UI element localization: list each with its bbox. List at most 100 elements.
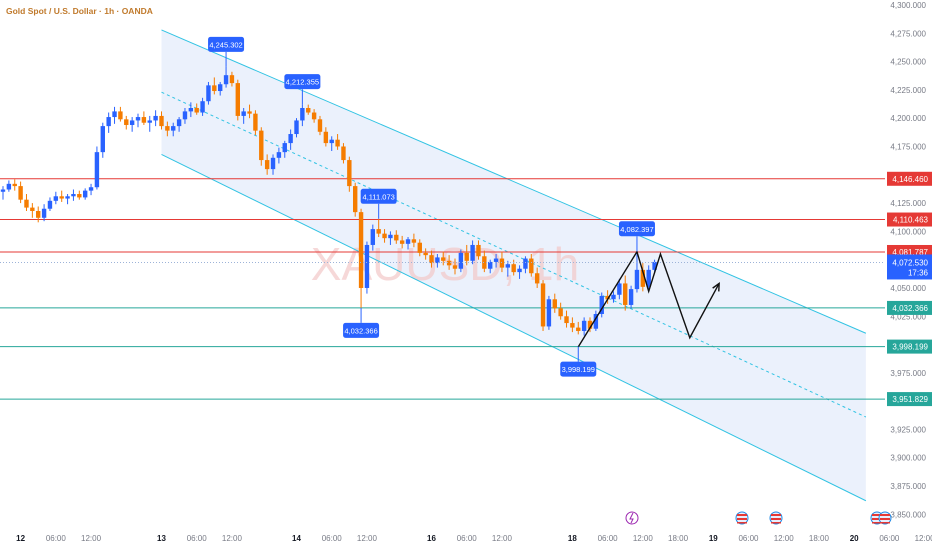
candle-body[interactable] [493, 258, 499, 262]
candle-body[interactable] [223, 75, 229, 85]
candle-body[interactable] [118, 111, 123, 120]
candle-body[interactable] [529, 258, 534, 274]
candle-body[interactable] [159, 115, 164, 127]
level-price-tag[interactable] [887, 171, 932, 186]
candle-body[interactable] [247, 111, 252, 114]
candle-body[interactable] [634, 269, 640, 290]
level-price-tag[interactable] [887, 392, 932, 407]
candle-body[interactable] [112, 111, 117, 118]
candle-body[interactable] [71, 194, 76, 197]
candle-body[interactable] [30, 207, 35, 211]
candle-body[interactable] [41, 208, 47, 218]
candle-body[interactable] [523, 258, 528, 269]
candle-body[interactable] [259, 130, 264, 161]
candle-body[interactable] [558, 308, 563, 317]
candle-body[interactable] [552, 299, 557, 309]
candle-body[interactable] [264, 160, 270, 170]
candle-body[interactable] [388, 234, 393, 239]
price-callout[interactable] [343, 322, 380, 338]
candle-body[interactable] [470, 244, 475, 261]
candle-body[interactable] [511, 264, 516, 273]
candle-body[interactable] [546, 299, 552, 327]
candle-body[interactable] [417, 242, 422, 253]
candle-body[interactable] [405, 239, 411, 244]
candle-body[interactable] [587, 320, 593, 329]
projection-path[interactable] [577, 250, 720, 348]
candle-body[interactable] [100, 126, 105, 153]
candle-body[interactable] [306, 108, 311, 113]
candle-body[interactable] [24, 199, 29, 208]
candle-body[interactable] [270, 157, 276, 170]
candle-body[interactable] [135, 117, 141, 121]
candle-body[interactable] [617, 283, 622, 295]
candle-body[interactable] [382, 233, 387, 239]
candle-body[interactable] [282, 143, 287, 153]
candle-body[interactable] [229, 75, 235, 84]
candle-body[interactable] [599, 295, 604, 314]
candle-body[interactable] [311, 112, 317, 120]
candle-body[interactable] [200, 101, 205, 113]
candle-body[interactable] [12, 183, 17, 187]
candle-body[interactable] [652, 261, 657, 270]
candle-body[interactable] [194, 108, 199, 113]
candle-body[interactable] [171, 126, 176, 131]
candle-body[interactable] [358, 212, 364, 288]
candle-body[interactable] [423, 252, 428, 256]
level-price-tag[interactable] [887, 300, 932, 315]
candle-body[interactable] [188, 108, 194, 112]
candle-body[interactable] [288, 134, 293, 144]
channel-lower-line[interactable] [161, 153, 867, 502]
candle-body[interactable] [564, 316, 569, 324]
candle-body[interactable] [534, 273, 540, 284]
candle-body[interactable] [441, 257, 446, 261]
candle-body[interactable] [147, 120, 152, 123]
candle-body[interactable] [581, 320, 587, 331]
candle-body[interactable] [370, 229, 376, 245]
candle-body[interactable] [605, 295, 610, 300]
candle-body[interactable] [394, 234, 399, 241]
candle-body[interactable] [329, 139, 334, 144]
candle-body[interactable] [235, 83, 240, 116]
candle-body[interactable] [53, 196, 59, 201]
candle-body[interactable] [482, 256, 487, 269]
candle-body[interactable] [452, 265, 458, 269]
candle-body[interactable] [376, 229, 381, 234]
lightning-event-icon[interactable] [625, 511, 639, 525]
candle-body[interactable] [0, 189, 6, 192]
candle-body[interactable] [341, 146, 346, 161]
candle-body[interactable] [646, 269, 651, 287]
candle-body[interactable] [505, 264, 511, 268]
candle-body[interactable] [640, 269, 646, 287]
price-callout[interactable] [560, 361, 597, 377]
candle-body[interactable] [212, 85, 217, 92]
candle-body[interactable] [47, 200, 53, 209]
candle-body[interactable] [628, 289, 634, 305]
candle-body[interactable] [317, 119, 323, 132]
candle-body[interactable] [570, 323, 575, 328]
price-callout[interactable] [360, 188, 397, 204]
candle-body[interactable] [141, 117, 147, 123]
channel-upper-line[interactable] [161, 29, 867, 334]
candle-body[interactable] [88, 187, 94, 191]
candle-body[interactable] [540, 283, 546, 327]
candle-body[interactable] [124, 119, 129, 125]
candle-body[interactable] [399, 240, 405, 244]
candle-body[interactable] [82, 190, 88, 198]
candle-body[interactable] [241, 111, 246, 116]
level-price-tag[interactable] [887, 339, 932, 354]
level-price-tag[interactable] [887, 212, 932, 227]
price-callout[interactable] [208, 36, 245, 52]
candle-body[interactable] [499, 258, 505, 268]
candle-body[interactable] [176, 119, 182, 127]
candle-body[interactable] [6, 183, 12, 190]
price-callout[interactable] [284, 74, 321, 90]
candle-body[interactable] [165, 126, 170, 131]
candle-body[interactable] [276, 152, 282, 158]
candle-body[interactable] [18, 186, 23, 200]
candle-body[interactable] [429, 255, 434, 264]
candle-body[interactable] [323, 131, 329, 144]
candle-body[interactable] [77, 194, 82, 198]
candle-body[interactable] [182, 111, 188, 120]
current-price-tag[interactable] [887, 254, 932, 280]
